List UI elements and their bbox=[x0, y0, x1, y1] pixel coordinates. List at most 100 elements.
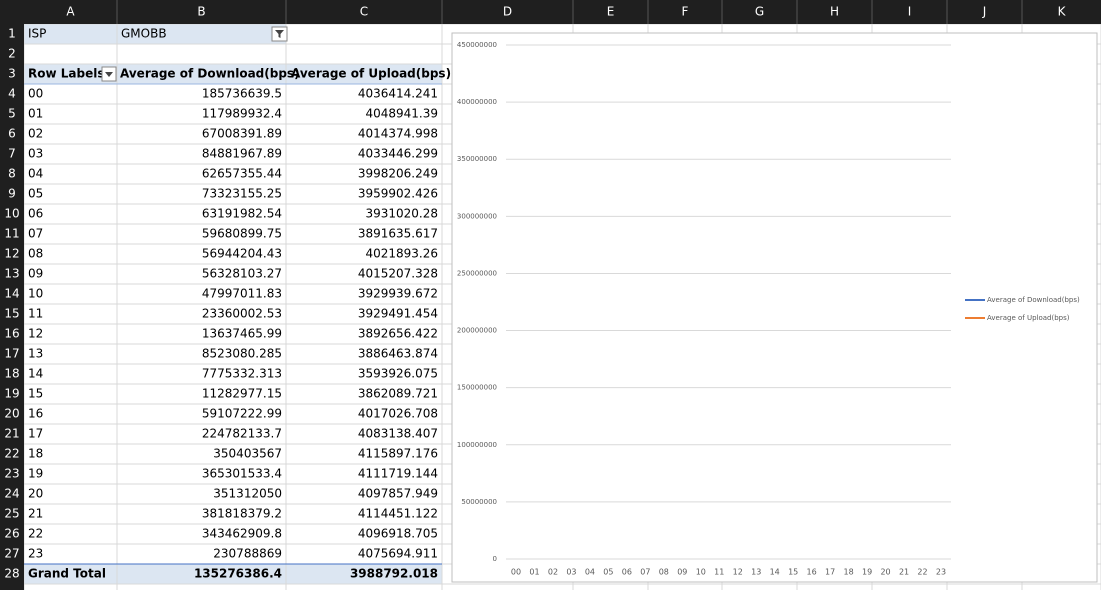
column-header[interactable]: I bbox=[908, 5, 912, 19]
column-header[interactable]: D bbox=[503, 5, 512, 19]
download-cell[interactable]: 59680899.75 bbox=[202, 227, 282, 241]
upload-cell[interactable]: 3959902.426 bbox=[358, 187, 438, 201]
filter-label[interactable]: ISP bbox=[28, 27, 46, 41]
row-header[interactable]: 25 bbox=[4, 507, 19, 521]
row-header[interactable]: 20 bbox=[4, 407, 19, 421]
row-header[interactable]: 26 bbox=[4, 527, 19, 541]
upload-cell[interactable]: 4097857.949 bbox=[358, 487, 438, 501]
row-header[interactable]: 14 bbox=[4, 287, 19, 301]
download-cell[interactable]: 56328103.27 bbox=[202, 267, 282, 281]
download-cell[interactable]: 230788869 bbox=[213, 547, 282, 561]
row-label[interactable]: 21 bbox=[28, 507, 43, 521]
row-label[interactable]: 19 bbox=[28, 467, 43, 481]
row-header[interactable]: 13 bbox=[4, 267, 19, 281]
download-cell[interactable]: 350403567 bbox=[213, 447, 282, 461]
row-header[interactable]: 19 bbox=[4, 387, 19, 401]
row-label[interactable]: 10 bbox=[28, 287, 43, 301]
row-label[interactable]: 13 bbox=[28, 347, 43, 361]
row-label[interactable]: 18 bbox=[28, 447, 43, 461]
row-header[interactable]: 17 bbox=[4, 347, 19, 361]
row-label[interactable]: 01 bbox=[28, 107, 43, 121]
upload-cell[interactable]: 4096918.705 bbox=[358, 527, 438, 541]
download-cell[interactable]: 67008391.89 bbox=[202, 127, 282, 141]
row-header[interactable]: 11 bbox=[4, 227, 19, 241]
row-header[interactable]: 5 bbox=[8, 107, 16, 121]
row-label[interactable]: 08 bbox=[28, 247, 43, 261]
column-header[interactable]: G bbox=[755, 5, 764, 19]
upload-cell[interactable]: 4115897.176 bbox=[358, 447, 438, 461]
row-label[interactable]: 11 bbox=[28, 307, 43, 321]
download-cell[interactable]: 224782133.7 bbox=[202, 427, 282, 441]
row-header[interactable]: 24 bbox=[4, 487, 19, 501]
upload-cell[interactable]: 4083138.407 bbox=[358, 427, 438, 441]
download-cell[interactable]: 117989932.4 bbox=[202, 107, 282, 121]
download-cell[interactable]: 381818379.2 bbox=[202, 507, 282, 521]
upload-cell[interactable]: 3929491.454 bbox=[358, 307, 438, 321]
total-upload[interactable]: 3988792.018 bbox=[350, 567, 438, 581]
row-label[interactable]: 23 bbox=[28, 547, 43, 561]
download-cell[interactable]: 84881967.89 bbox=[202, 147, 282, 161]
row-label[interactable]: 06 bbox=[28, 207, 43, 221]
column-header[interactable]: E bbox=[607, 5, 615, 19]
row-header[interactable]: 2 bbox=[8, 47, 16, 61]
upload-cell[interactable]: 4114451.122 bbox=[358, 507, 438, 521]
column-header[interactable]: A bbox=[66, 5, 75, 19]
row-label[interactable]: 14 bbox=[28, 367, 43, 381]
upload-cell[interactable]: 3891635.617 bbox=[358, 227, 438, 241]
total-label[interactable]: Grand Total bbox=[28, 567, 106, 581]
row-header[interactable]: 9 bbox=[8, 187, 16, 201]
upload-cell[interactable]: 4033446.299 bbox=[358, 147, 438, 161]
row-header[interactable]: 23 bbox=[4, 467, 19, 481]
upload-cell[interactable]: 4048941.39 bbox=[365, 107, 438, 121]
row-header[interactable]: 3 bbox=[8, 67, 16, 81]
upload-cell[interactable]: 4015207.328 bbox=[358, 267, 438, 281]
row-header[interactable]: 6 bbox=[8, 127, 16, 141]
upload-cell[interactable]: 3862089.721 bbox=[358, 387, 438, 401]
row-label[interactable]: 04 bbox=[28, 167, 43, 181]
download-cell[interactable]: 73323155.25 bbox=[202, 187, 282, 201]
download-cell[interactable]: 47997011.83 bbox=[202, 287, 282, 301]
chart-area[interactable] bbox=[451, 32, 1098, 583]
row-label[interactable]: 03 bbox=[28, 147, 43, 161]
row-label[interactable]: 07 bbox=[28, 227, 43, 241]
row-header[interactable]: 4 bbox=[8, 87, 16, 101]
pivot-header[interactable]: Row Labels bbox=[28, 67, 104, 81]
download-cell[interactable]: 13637465.99 bbox=[202, 327, 282, 341]
download-cell[interactable]: 11282977.15 bbox=[202, 387, 282, 401]
upload-cell[interactable]: 4021893.26 bbox=[365, 247, 438, 261]
row-label[interactable]: 05 bbox=[28, 187, 43, 201]
column-header[interactable]: K bbox=[1058, 5, 1067, 19]
download-cell[interactable]: 23360002.53 bbox=[202, 307, 282, 321]
upload-cell[interactable]: 4014374.998 bbox=[358, 127, 438, 141]
row-header[interactable]: 18 bbox=[4, 367, 19, 381]
row-header[interactable]: 1 bbox=[8, 27, 16, 41]
upload-cell[interactable]: 3886463.874 bbox=[358, 347, 438, 361]
pivot-header[interactable]: Average of Download(bps) bbox=[120, 67, 300, 81]
column-header[interactable]: C bbox=[360, 5, 368, 19]
filter-value[interactable]: GMOBB bbox=[121, 27, 167, 41]
row-header[interactable]: 21 bbox=[4, 427, 19, 441]
row-header[interactable]: 12 bbox=[4, 247, 19, 261]
download-cell[interactable]: 59107222.99 bbox=[202, 407, 282, 421]
row-label[interactable]: 20 bbox=[28, 487, 43, 501]
upload-cell[interactable]: 4036414.241 bbox=[358, 87, 438, 101]
column-header[interactable]: F bbox=[682, 5, 689, 19]
row-header[interactable]: 10 bbox=[4, 207, 19, 221]
row-label[interactable]: 15 bbox=[28, 387, 43, 401]
upload-cell[interactable]: 3593926.075 bbox=[358, 367, 438, 381]
total-download[interactable]: 135276386.4 bbox=[194, 567, 282, 581]
row-header[interactable]: 8 bbox=[8, 167, 16, 181]
download-cell[interactable]: 7775332.313 bbox=[202, 367, 282, 381]
row-header[interactable]: 7 bbox=[8, 147, 16, 161]
row-header[interactable]: 22 bbox=[4, 447, 19, 461]
download-cell[interactable]: 56944204.43 bbox=[202, 247, 282, 261]
pivot-header[interactable]: Average of Upload(bps) bbox=[291, 67, 451, 81]
row-label[interactable]: 09 bbox=[28, 267, 43, 281]
row-header[interactable]: 16 bbox=[4, 327, 19, 341]
download-cell[interactable]: 63191982.54 bbox=[202, 207, 282, 221]
download-cell[interactable]: 62657355.44 bbox=[202, 167, 282, 181]
upload-cell[interactable]: 3998206.249 bbox=[358, 167, 438, 181]
column-header[interactable]: J bbox=[982, 5, 987, 19]
row-label[interactable]: 02 bbox=[28, 127, 43, 141]
row-label[interactable]: 22 bbox=[28, 527, 43, 541]
